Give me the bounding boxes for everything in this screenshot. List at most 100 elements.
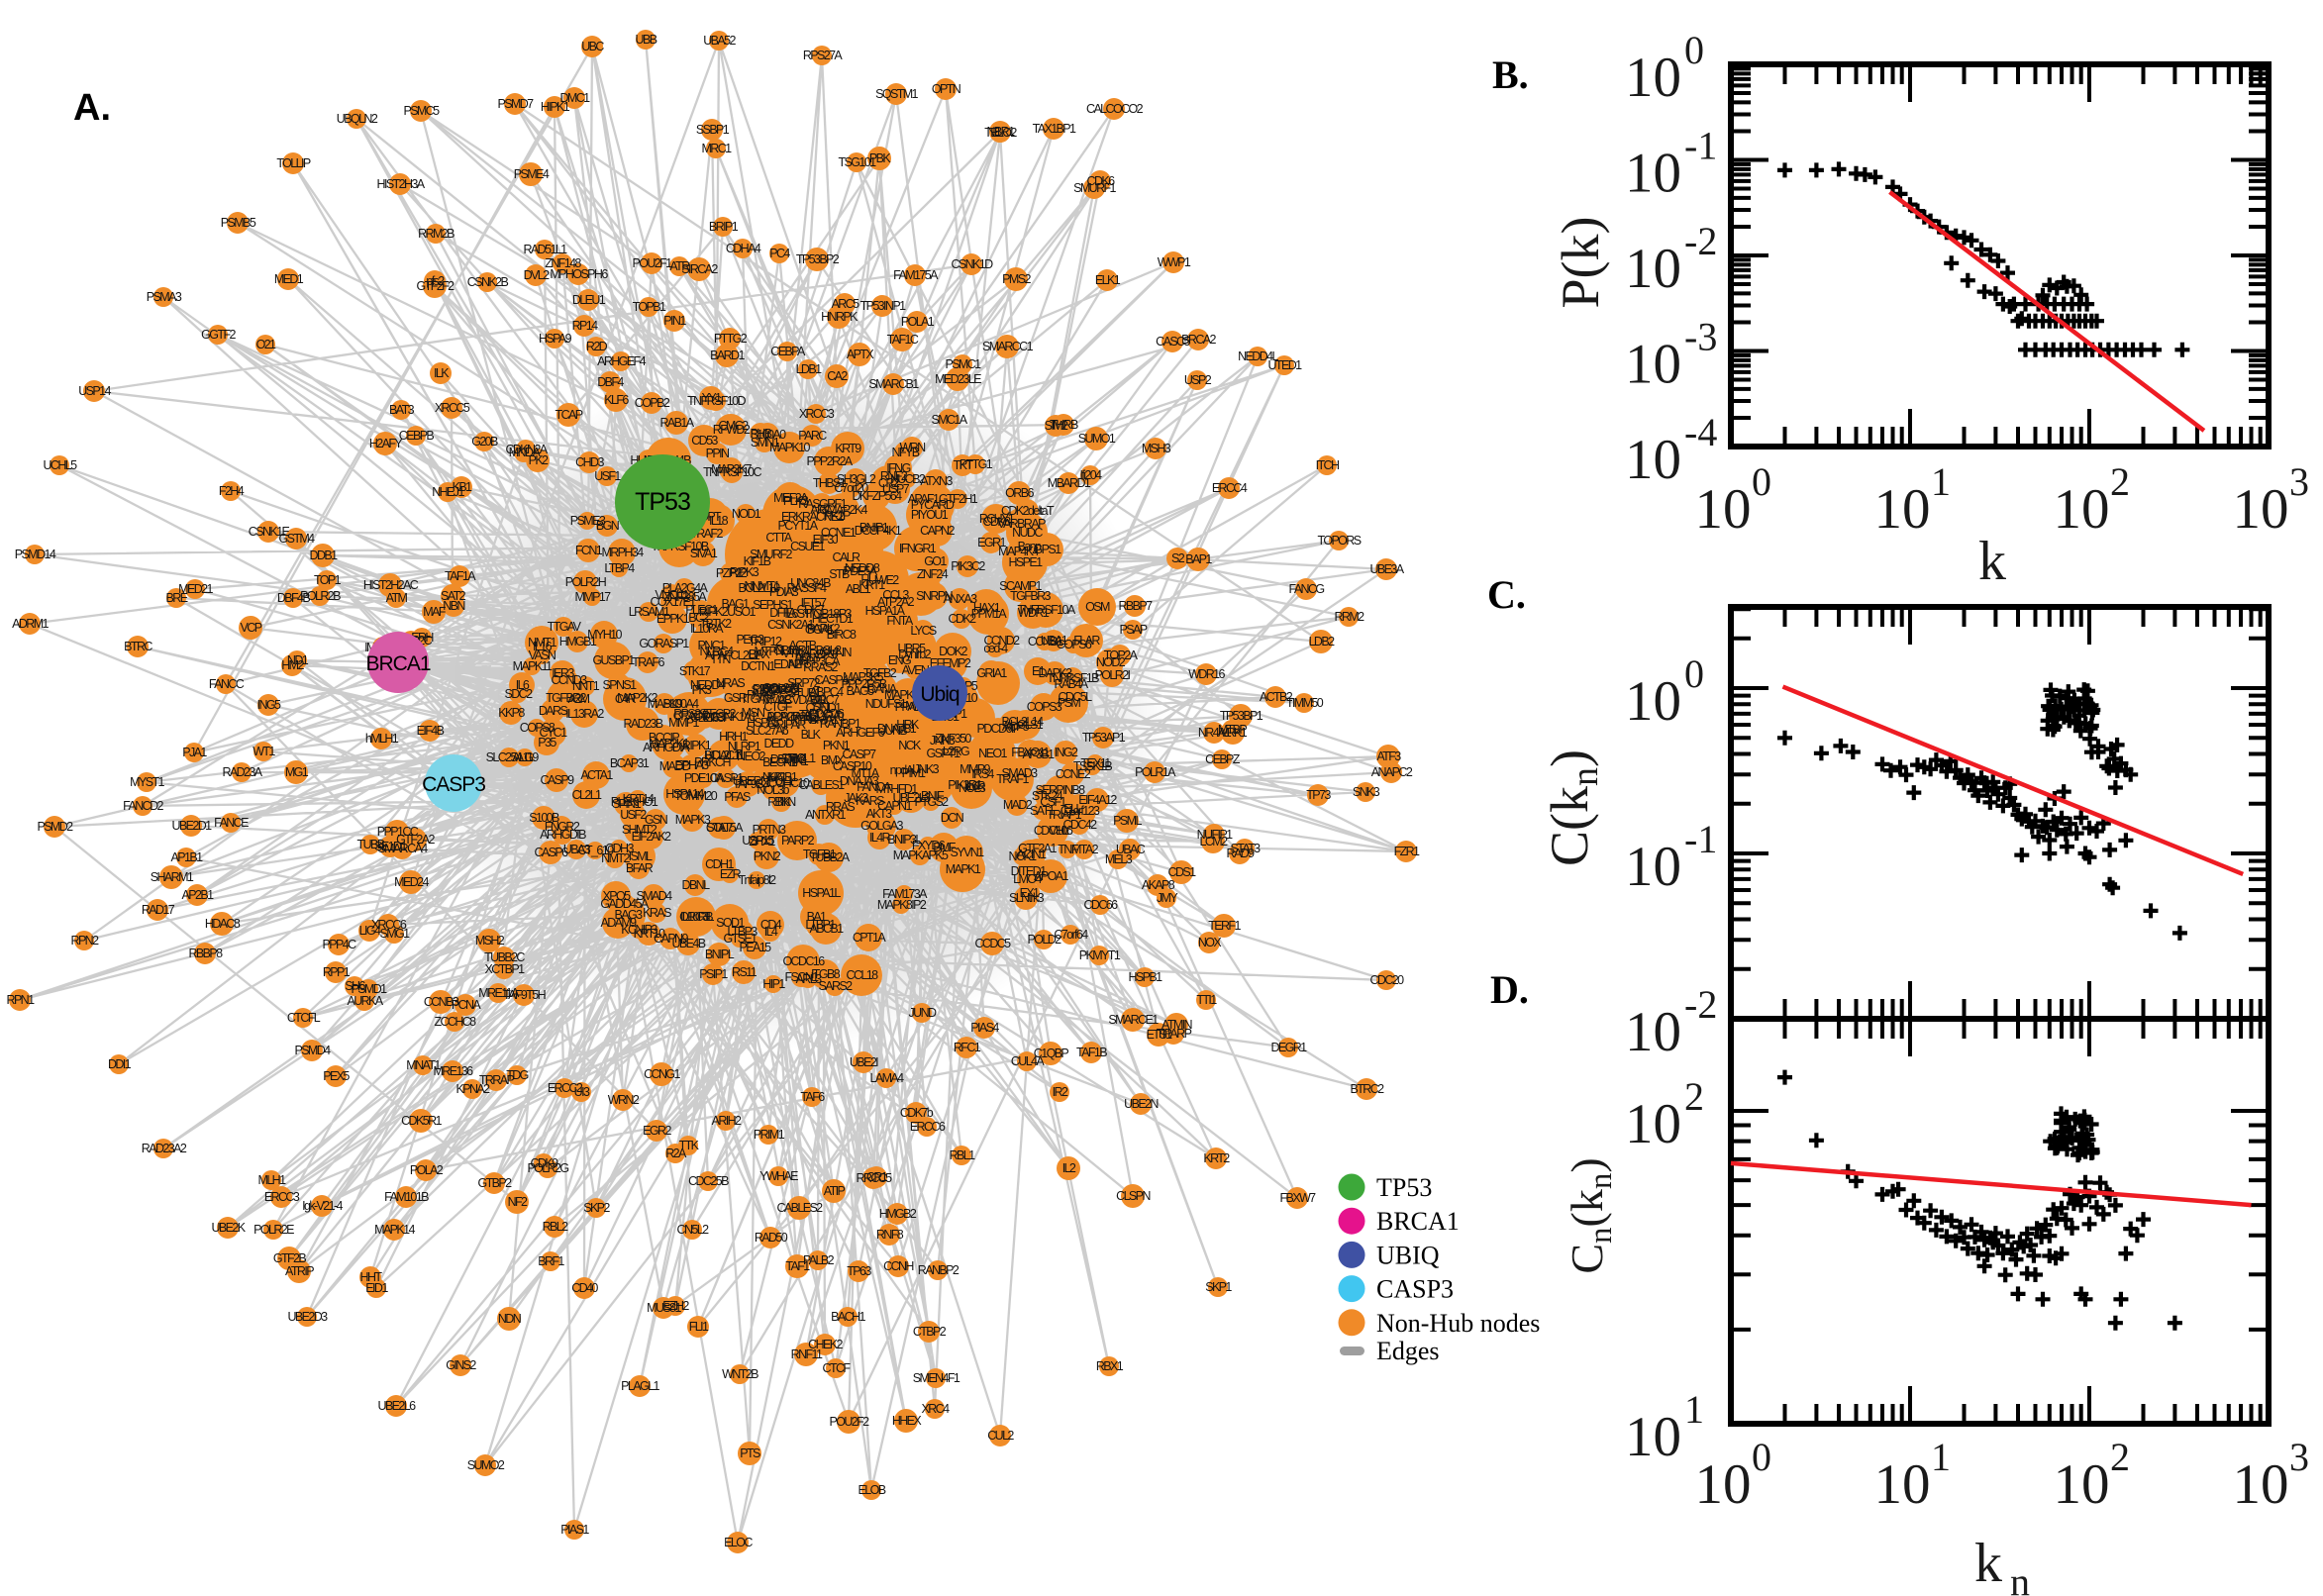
svg-text:PIK3C2: PIK3C2 [951, 559, 985, 573]
svg-text:TTN: TTN [710, 652, 731, 666]
svg-text:BCAP31: BCAP31 [610, 756, 650, 770]
svg-text:HIST2H3A: HIST2H3A [377, 177, 426, 191]
svg-text:CAPN9: CAPN9 [654, 932, 688, 946]
svg-text:USF2: USF2 [620, 808, 647, 822]
svg-text:KARS: KARS [856, 794, 884, 808]
svg-text:SKP2: SKP2 [583, 1201, 610, 1215]
svg-text:BACH1: BACH1 [831, 1310, 865, 1324]
svg-text:MNDA: MNDA [509, 446, 542, 459]
svg-text:HMGB1: HMGB1 [559, 635, 597, 648]
svg-text:RIPK3: RIPK3 [730, 565, 759, 579]
svg-text:C4R: C4R [615, 692, 637, 706]
svg-text:SF1: SF1 [812, 700, 832, 714]
svg-text:BNIF: BNIF [921, 789, 945, 803]
svg-text:SSBP1: SSBP1 [696, 123, 730, 137]
svg-text:10: 10 [2233, 1453, 2289, 1516]
svg-text:UBE2K: UBE2K [212, 1221, 247, 1235]
svg-text:-1: -1 [1684, 124, 1717, 168]
svg-text:HSPE1: HSPE1 [1009, 555, 1044, 569]
svg-text:RAD23A: RAD23A [222, 765, 262, 779]
svg-text:PIYOU1: PIYOU1 [911, 508, 949, 522]
svg-text:STUB1: STUB1 [788, 686, 822, 700]
svg-text:HRH1: HRH1 [719, 730, 748, 744]
svg-text:COPS3: COPS3 [1027, 700, 1062, 714]
svg-text:STK24: STK24 [1032, 789, 1063, 803]
svg-text:DCN: DCN [941, 811, 964, 825]
svg-text:C7orf64: C7orf64 [1054, 928, 1088, 942]
svg-text:KRAS: KRAS [643, 906, 671, 920]
svg-text:RBL2: RBL2 [543, 1220, 569, 1234]
svg-text:npdA: npdA [890, 763, 915, 777]
svg-text:YY1: YY1 [702, 391, 722, 405]
svg-text:PSMD1: PSMD1 [351, 982, 387, 996]
svg-text:PPP2R5D: PPP2R5D [753, 682, 799, 696]
svg-text:CL2L1: CL2L1 [572, 788, 602, 802]
svg-text:TEX11: TEX11 [1080, 756, 1111, 770]
svg-text:MTA2: MTA2 [1071, 843, 1099, 856]
svg-text:ARIH2: ARIH2 [712, 1114, 742, 1128]
svg-text:MCL1: MCL1 [788, 751, 817, 765]
svg-text:ISML: ISML [629, 849, 653, 863]
svg-text:RBBP7: RBBP7 [1119, 599, 1154, 613]
svg-text:CDK2: CDK2 [949, 612, 977, 626]
svg-text:CDK7b: CDK7b [900, 1106, 934, 1120]
svg-text:GTF2A2: GTF2A2 [396, 833, 435, 847]
svg-text:F2H4: F2H4 [219, 484, 245, 498]
svg-text:ARHGEF4: ARHGEF4 [597, 354, 646, 368]
svg-text:ACVDAM1: ACVDAM1 [777, 693, 828, 707]
svg-text:CDHA4: CDHA4 [726, 242, 761, 255]
svg-text:IJNK3: IJNK3 [912, 762, 940, 776]
svg-text:TKT: TKT [954, 458, 974, 472]
svg-text:EIF3F: EIF3F [703, 711, 731, 725]
svg-text:ATM: ATM [386, 591, 408, 605]
svg-text:NNMT1: NNMT1 [744, 579, 780, 593]
svg-text:MED21: MED21 [178, 582, 213, 596]
svg-text:IL6ST: IL6ST [784, 607, 811, 621]
svg-text:LCM2: LCM2 [1200, 835, 1229, 848]
svg-text:CSNK2B: CSNK2B [467, 275, 509, 289]
svg-text:HSPA8: HSPA8 [747, 716, 780, 730]
svg-text:NMT1: NMT1 [528, 636, 556, 649]
svg-text:HAX1: HAX1 [973, 601, 1001, 615]
svg-text:BCL2L14: BCL2L14 [1002, 715, 1045, 729]
svg-text:PTGS2: PTGS2 [915, 795, 950, 809]
svg-text:GPS1: GPS1 [1034, 543, 1062, 556]
svg-text:ACTB2: ACTB2 [1260, 690, 1293, 704]
svg-text:NOL3: NOL3 [959, 781, 986, 795]
svg-text:ATMIN: ATMIN [1162, 1018, 1193, 1032]
svg-text:STK4: STK4 [781, 751, 808, 765]
svg-text:PPM1A: PPM1A [971, 607, 1008, 621]
svg-text:AP3B1: AP3B1 [1023, 748, 1056, 761]
svg-text:RNF2: RNF2 [880, 469, 908, 483]
svg-text:ABPC4: ABPC4 [810, 685, 845, 699]
svg-text:AP1B1: AP1B1 [171, 850, 204, 864]
svg-text:BNIP1: BNIP1 [859, 521, 889, 535]
svg-text:Edges: Edges [1376, 1337, 1440, 1365]
svg-text:DBNL: DBNL [682, 878, 711, 892]
svg-text:VNCI11: VNCI11 [655, 588, 689, 602]
svg-text:KP1: KP1 [767, 770, 787, 784]
svg-text:BIRC7: BIRC7 [810, 693, 840, 707]
svg-text:C1QBP: C1QBP [1034, 1047, 1069, 1060]
svg-text:ALG9: ALG9 [512, 750, 539, 764]
svg-text:GRIPAR: GRIPAR [767, 718, 806, 732]
svg-text:FCN1: FCN1 [575, 544, 603, 557]
svg-text:FANCC: FANCC [209, 677, 245, 691]
svg-text:USP7: USP7 [882, 482, 910, 496]
svg-text:SMAD3: SMAD3 [1001, 766, 1038, 780]
svg-text:UBE2I: UBE2I [850, 1055, 878, 1069]
svg-text:0: 0 [1684, 28, 1704, 72]
svg-text:NRAS: NRAS [716, 676, 746, 690]
svg-text:PSMA3: PSMA3 [147, 290, 182, 304]
svg-text:G20B: G20B [471, 435, 498, 449]
svg-text:ERKRACNE2: ERKRACNE2 [781, 510, 845, 524]
svg-text:LTBP3: LTBP3 [727, 925, 758, 939]
svg-text:CDK8: CDK8 [983, 515, 1012, 529]
svg-text:ELK1: ELK1 [1095, 273, 1121, 287]
svg-text:TTK: TTK [679, 1139, 700, 1152]
svg-text:S100A0: S100A0 [751, 428, 787, 442]
svg-text:ING5: ING5 [257, 698, 281, 712]
svg-text:NEO1: NEO1 [978, 747, 1007, 760]
svg-text:HDAC11: HDAC11 [705, 748, 745, 762]
svg-text:SLC27A6: SLC27A6 [746, 724, 789, 738]
